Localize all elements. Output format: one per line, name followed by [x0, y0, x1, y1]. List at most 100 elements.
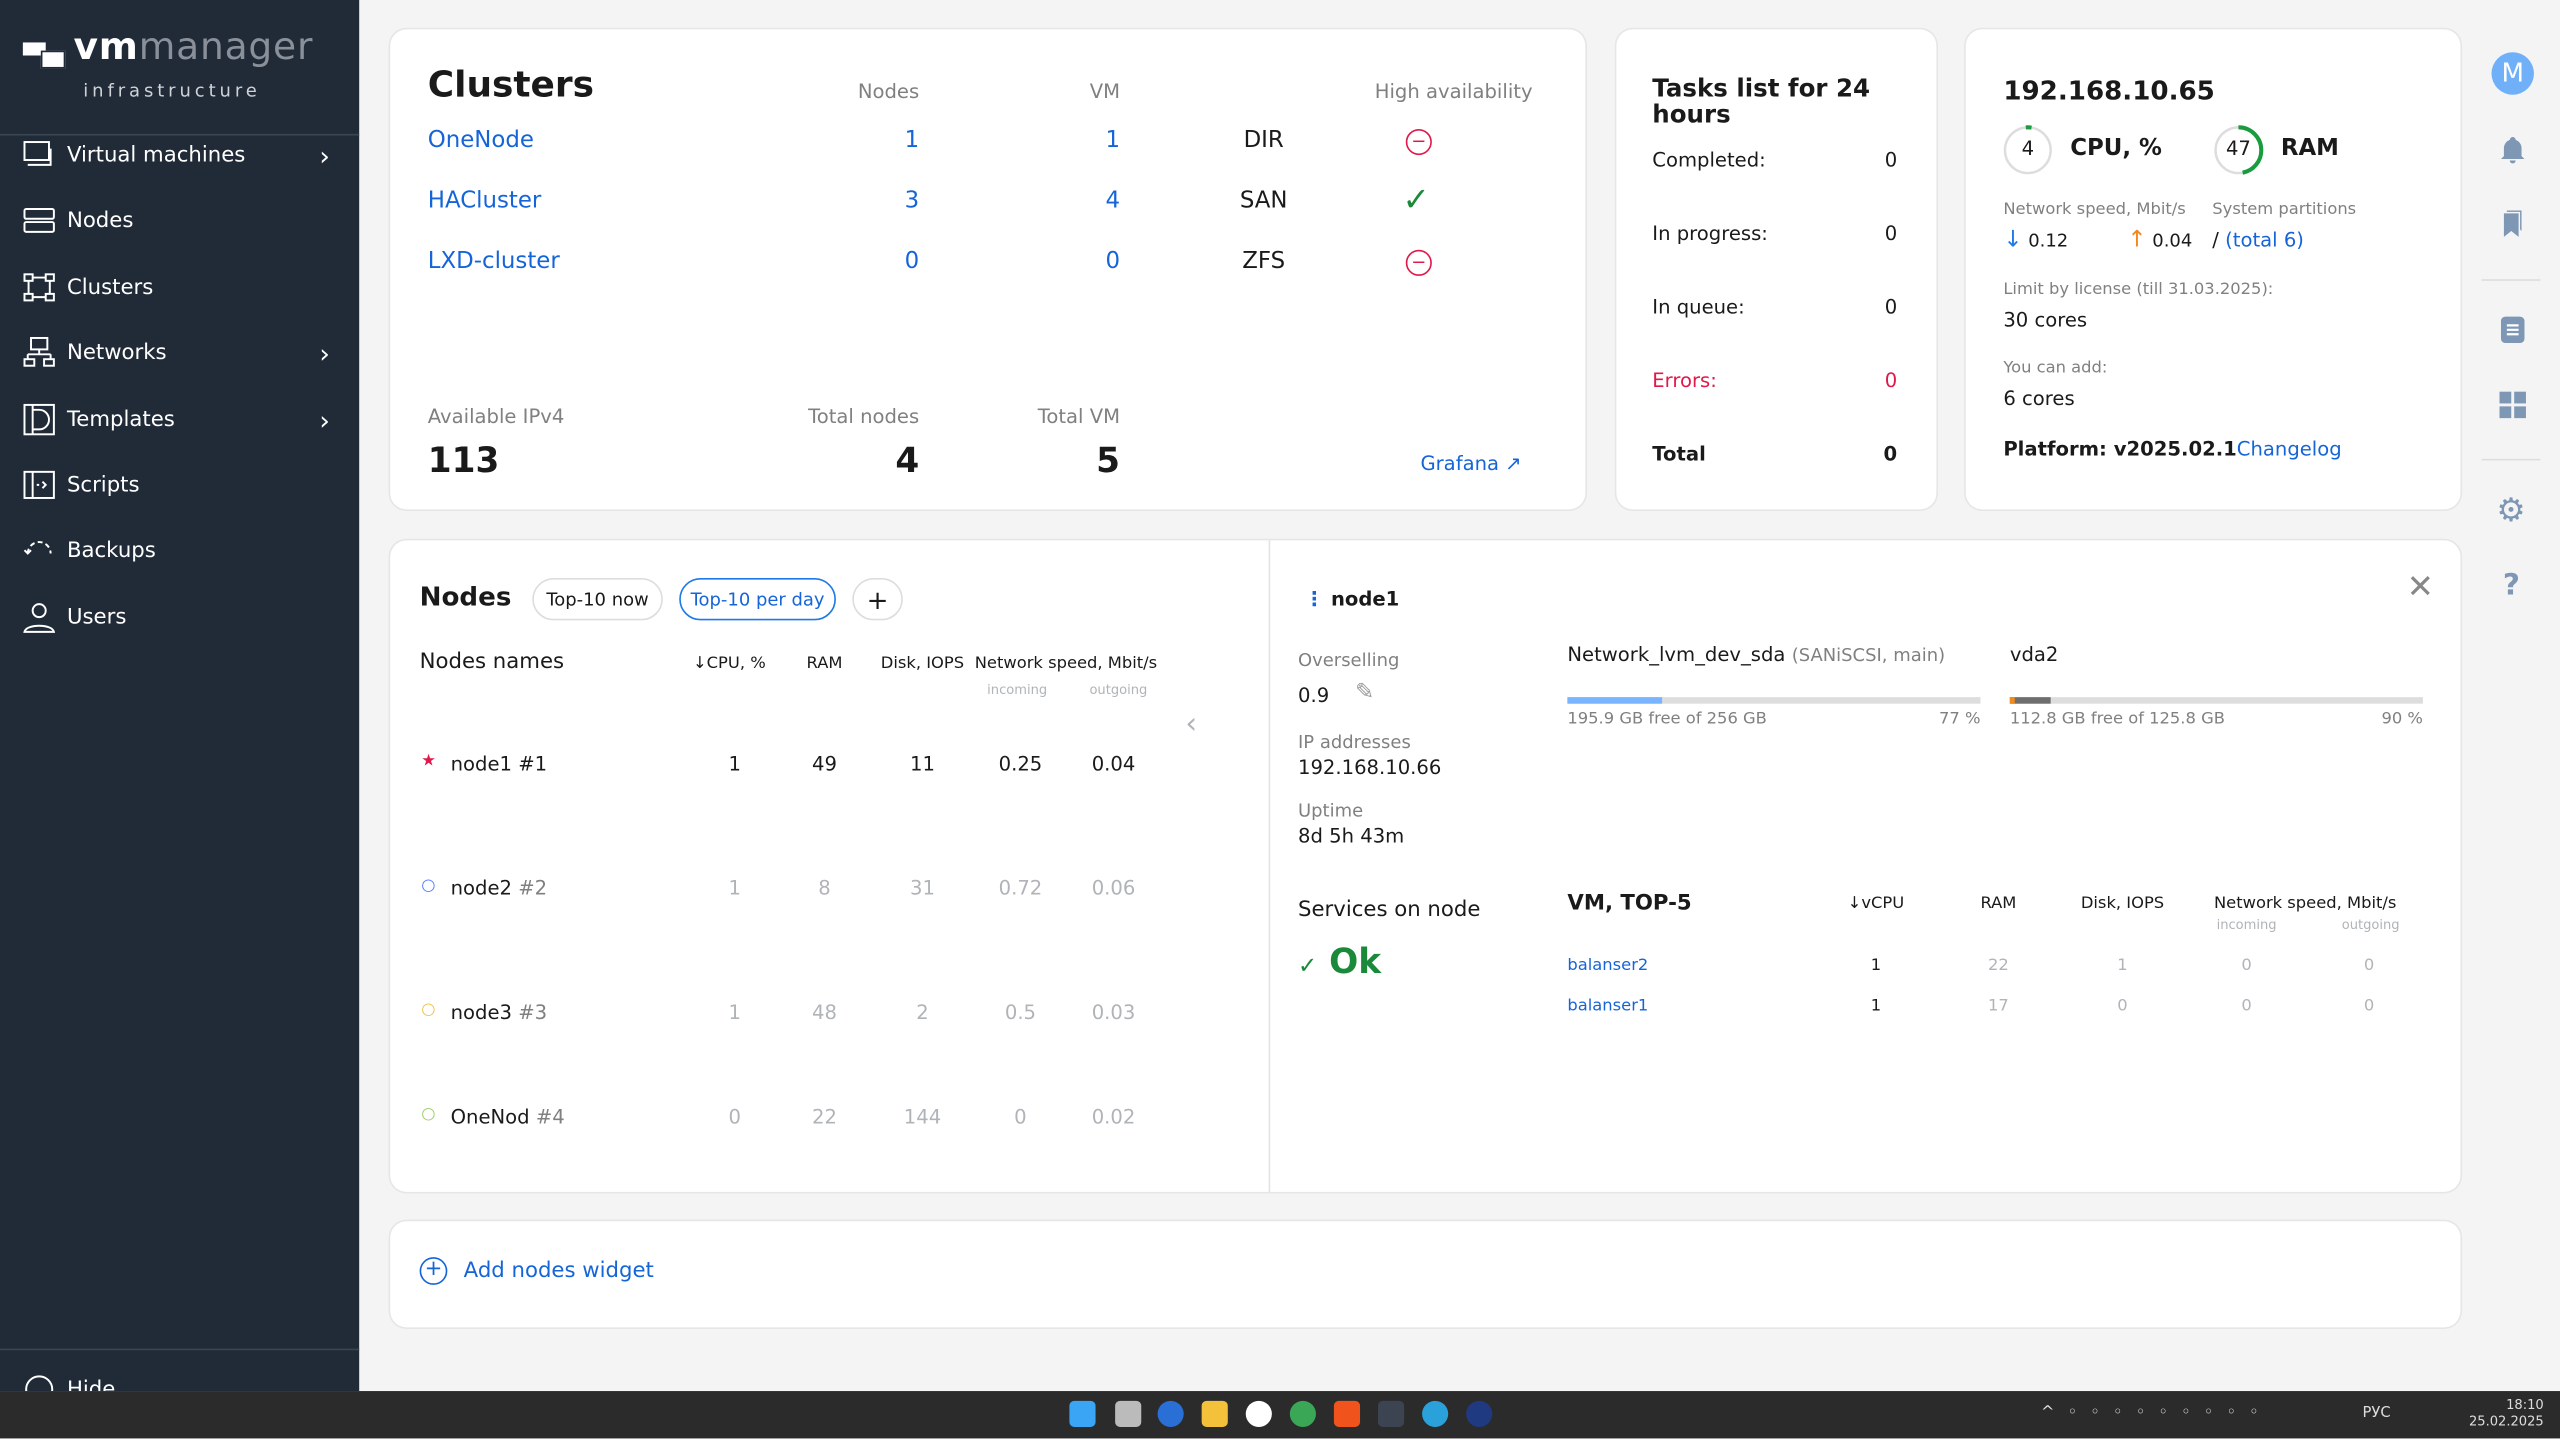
- sidebar-item-clusters[interactable]: Clusters: [23, 263, 350, 312]
- add-nodes-widget-button[interactable]: + Add nodes widget: [419, 1257, 654, 1285]
- logo: vmmanager: [73, 26, 313, 68]
- cluster-link[interactable]: HACluster: [427, 187, 542, 214]
- storage-usage-fill: [2009, 697, 2052, 704]
- node-name: OneNod: [450, 1105, 530, 1129]
- vm-link[interactable]: balanser2: [1567, 956, 1649, 975]
- sidebar-item-label: Clusters: [66, 275, 154, 300]
- cluster-vm-count[interactable]: 1: [1105, 127, 1121, 154]
- cluster-nodes-count[interactable]: 0: [904, 248, 920, 275]
- add-tab-button[interactable]: +: [852, 577, 903, 621]
- ram-label: RAM: [2280, 135, 2339, 162]
- chevron-left-icon[interactable]: ‹: [1185, 706, 1198, 742]
- node-disk: 31: [910, 876, 935, 900]
- sidebar-item-label: Templates: [66, 407, 175, 432]
- task-status-count[interactable]: 0: [1884, 148, 1898, 172]
- col-disk[interactable]: Disk, IOPS: [2080, 894, 2165, 913]
- vm-ram: 17: [1988, 997, 2009, 1016]
- changelog-link[interactable]: Changelog: [2236, 437, 2342, 461]
- cluster-storage-type: SAN: [1239, 187, 1288, 214]
- col-ram[interactable]: RAM: [806, 654, 843, 673]
- net-out-value: 0.04: [2152, 230, 2193, 252]
- node-name-link[interactable]: node1 #1: [451, 753, 548, 776]
- dashboard-grid-icon[interactable]: [2498, 390, 2527, 419]
- available-ipv4-value: 113: [427, 440, 500, 481]
- col-nodes: Nodes: [857, 80, 920, 103]
- server-ip: 192.168.10.65: [2003, 75, 2215, 107]
- tab-top10-per-day[interactable]: Top-10 per day: [679, 577, 836, 621]
- sidebar-item-templates[interactable]: Templates ›: [23, 395, 350, 444]
- sidebar-item-users[interactable]: Users: [23, 593, 350, 642]
- nodes-title: Nodes: [419, 581, 512, 613]
- task-status-count[interactable]: 0: [1884, 295, 1898, 319]
- remote-app-icon[interactable]: [1377, 1400, 1405, 1427]
- grafana-link[interactable]: Grafana ↗: [1420, 452, 1521, 475]
- cluster-vm-count[interactable]: 0: [1105, 248, 1121, 275]
- storage-free: 112.8 GB free of 125.8 GB: [2009, 710, 2225, 729]
- sidebar-item-scripts[interactable]: Scripts: [23, 460, 350, 509]
- vm-net-out: 0: [2363, 956, 2375, 975]
- node-menu-icon[interactable]: ⋮: [1304, 587, 1325, 611]
- task-view-icon[interactable]: [1115, 1400, 1142, 1427]
- vm-link[interactable]: balanser1: [1567, 997, 1649, 1016]
- settings-gear-icon[interactable]: ⚙: [2496, 489, 2526, 529]
- sidebar-item-label: Backups: [66, 537, 156, 563]
- bookmark-icon[interactable]: [2498, 209, 2527, 238]
- node-name-link[interactable]: node3 #3: [451, 1001, 548, 1024]
- sidebar-item-networks[interactable]: Networks ›: [23, 328, 350, 377]
- windows-start-icon[interactable]: [1069, 1400, 1096, 1427]
- divider: [0, 133, 360, 136]
- clock-date: 25.02.2025: [2468, 1413, 2544, 1429]
- sidebar-item-label: Scripts: [66, 472, 140, 498]
- help-icon[interactable]: ?: [2502, 568, 2520, 603]
- cluster-vm-count[interactable]: 4: [1105, 187, 1121, 214]
- clusters-card: Clusters Nodes VM High availability Avai…: [390, 29, 1586, 510]
- task-status-count[interactable]: 0: [1884, 222, 1898, 245]
- language-indicator[interactable]: РУС: [2362, 1405, 2391, 1423]
- sidebar-item-virtual-machines[interactable]: Virtual machines ›: [23, 131, 350, 180]
- clock[interactable]: 18:10 25.02.2025: [2449, 1398, 2544, 1431]
- close-icon[interactable]: ✕: [2406, 566, 2434, 606]
- vm-net-in: 0: [2241, 997, 2252, 1016]
- cluster-nodes-count[interactable]: 1: [904, 127, 920, 154]
- telegram-icon[interactable]: [1422, 1400, 1449, 1427]
- task-status-count[interactable]: 0: [1884, 368, 1898, 392]
- col-cpu-sort[interactable]: ↓CPU, %: [692, 654, 766, 673]
- tab-top10-now[interactable]: Top-10 now: [532, 577, 663, 621]
- app-icon[interactable]: [1157, 1400, 1184, 1427]
- bell-icon[interactable]: [2498, 136, 2527, 165]
- task-status-label: In progress:: [1652, 222, 1768, 245]
- node-ram: 8: [818, 876, 831, 900]
- col-disk[interactable]: Disk, IOPS: [880, 654, 965, 673]
- total-vm-value: 5: [1096, 440, 1121, 481]
- task-status-count[interactable]: 0: [1883, 442, 1898, 466]
- node-cpu: 0: [728, 1105, 741, 1129]
- cluster-link[interactable]: LXD-cluster: [427, 248, 560, 275]
- user-avatar[interactable]: M: [2491, 52, 2534, 95]
- node-number: #3: [518, 1000, 548, 1024]
- divider: [2481, 279, 2541, 281]
- server-card: 192.168.10.65 4 CPU, % 47 RAM Network sp…: [1965, 29, 2461, 510]
- chrome-icon[interactable]: [1289, 1400, 1316, 1427]
- node-cpu: 1: [728, 752, 741, 776]
- sidebar-item-backups[interactable]: Backups: [23, 526, 350, 575]
- sidebar-item-nodes[interactable]: Nodes: [23, 196, 350, 245]
- partitions-total-link[interactable]: (total 6): [2225, 228, 2304, 252]
- brave-icon[interactable]: [1333, 1400, 1361, 1427]
- node-name-link[interactable]: OneNod #4: [451, 1105, 565, 1128]
- edit-pencil-icon[interactable]: ✎: [1355, 679, 1375, 706]
- cluster-nodes-count[interactable]: 3: [904, 187, 920, 214]
- file-explorer-icon[interactable]: [1201, 1400, 1228, 1427]
- services-label: Services on node: [1297, 897, 1481, 923]
- document-list-icon[interactable]: [2498, 315, 2527, 344]
- col-vcpu[interactable]: ↓vCPU: [1847, 894, 1905, 913]
- app-icon[interactable]: [1466, 1400, 1493, 1427]
- yandex-browser-icon[interactable]: [1245, 1400, 1272, 1427]
- vm-net-in: 0: [2241, 956, 2252, 975]
- node-net-out: 0.04: [1091, 752, 1136, 776]
- col-node-names: Nodes names: [419, 649, 565, 675]
- col-ram[interactable]: RAM: [1980, 894, 2017, 913]
- cluster-link[interactable]: OneNode: [427, 127, 534, 154]
- node-name-link[interactable]: node2 #2: [451, 877, 548, 900]
- logo-icon: [22, 39, 66, 69]
- system-tray-icons[interactable]: ^◦◦◦◦◦◦◦◦◦: [2040, 1404, 2272, 1423]
